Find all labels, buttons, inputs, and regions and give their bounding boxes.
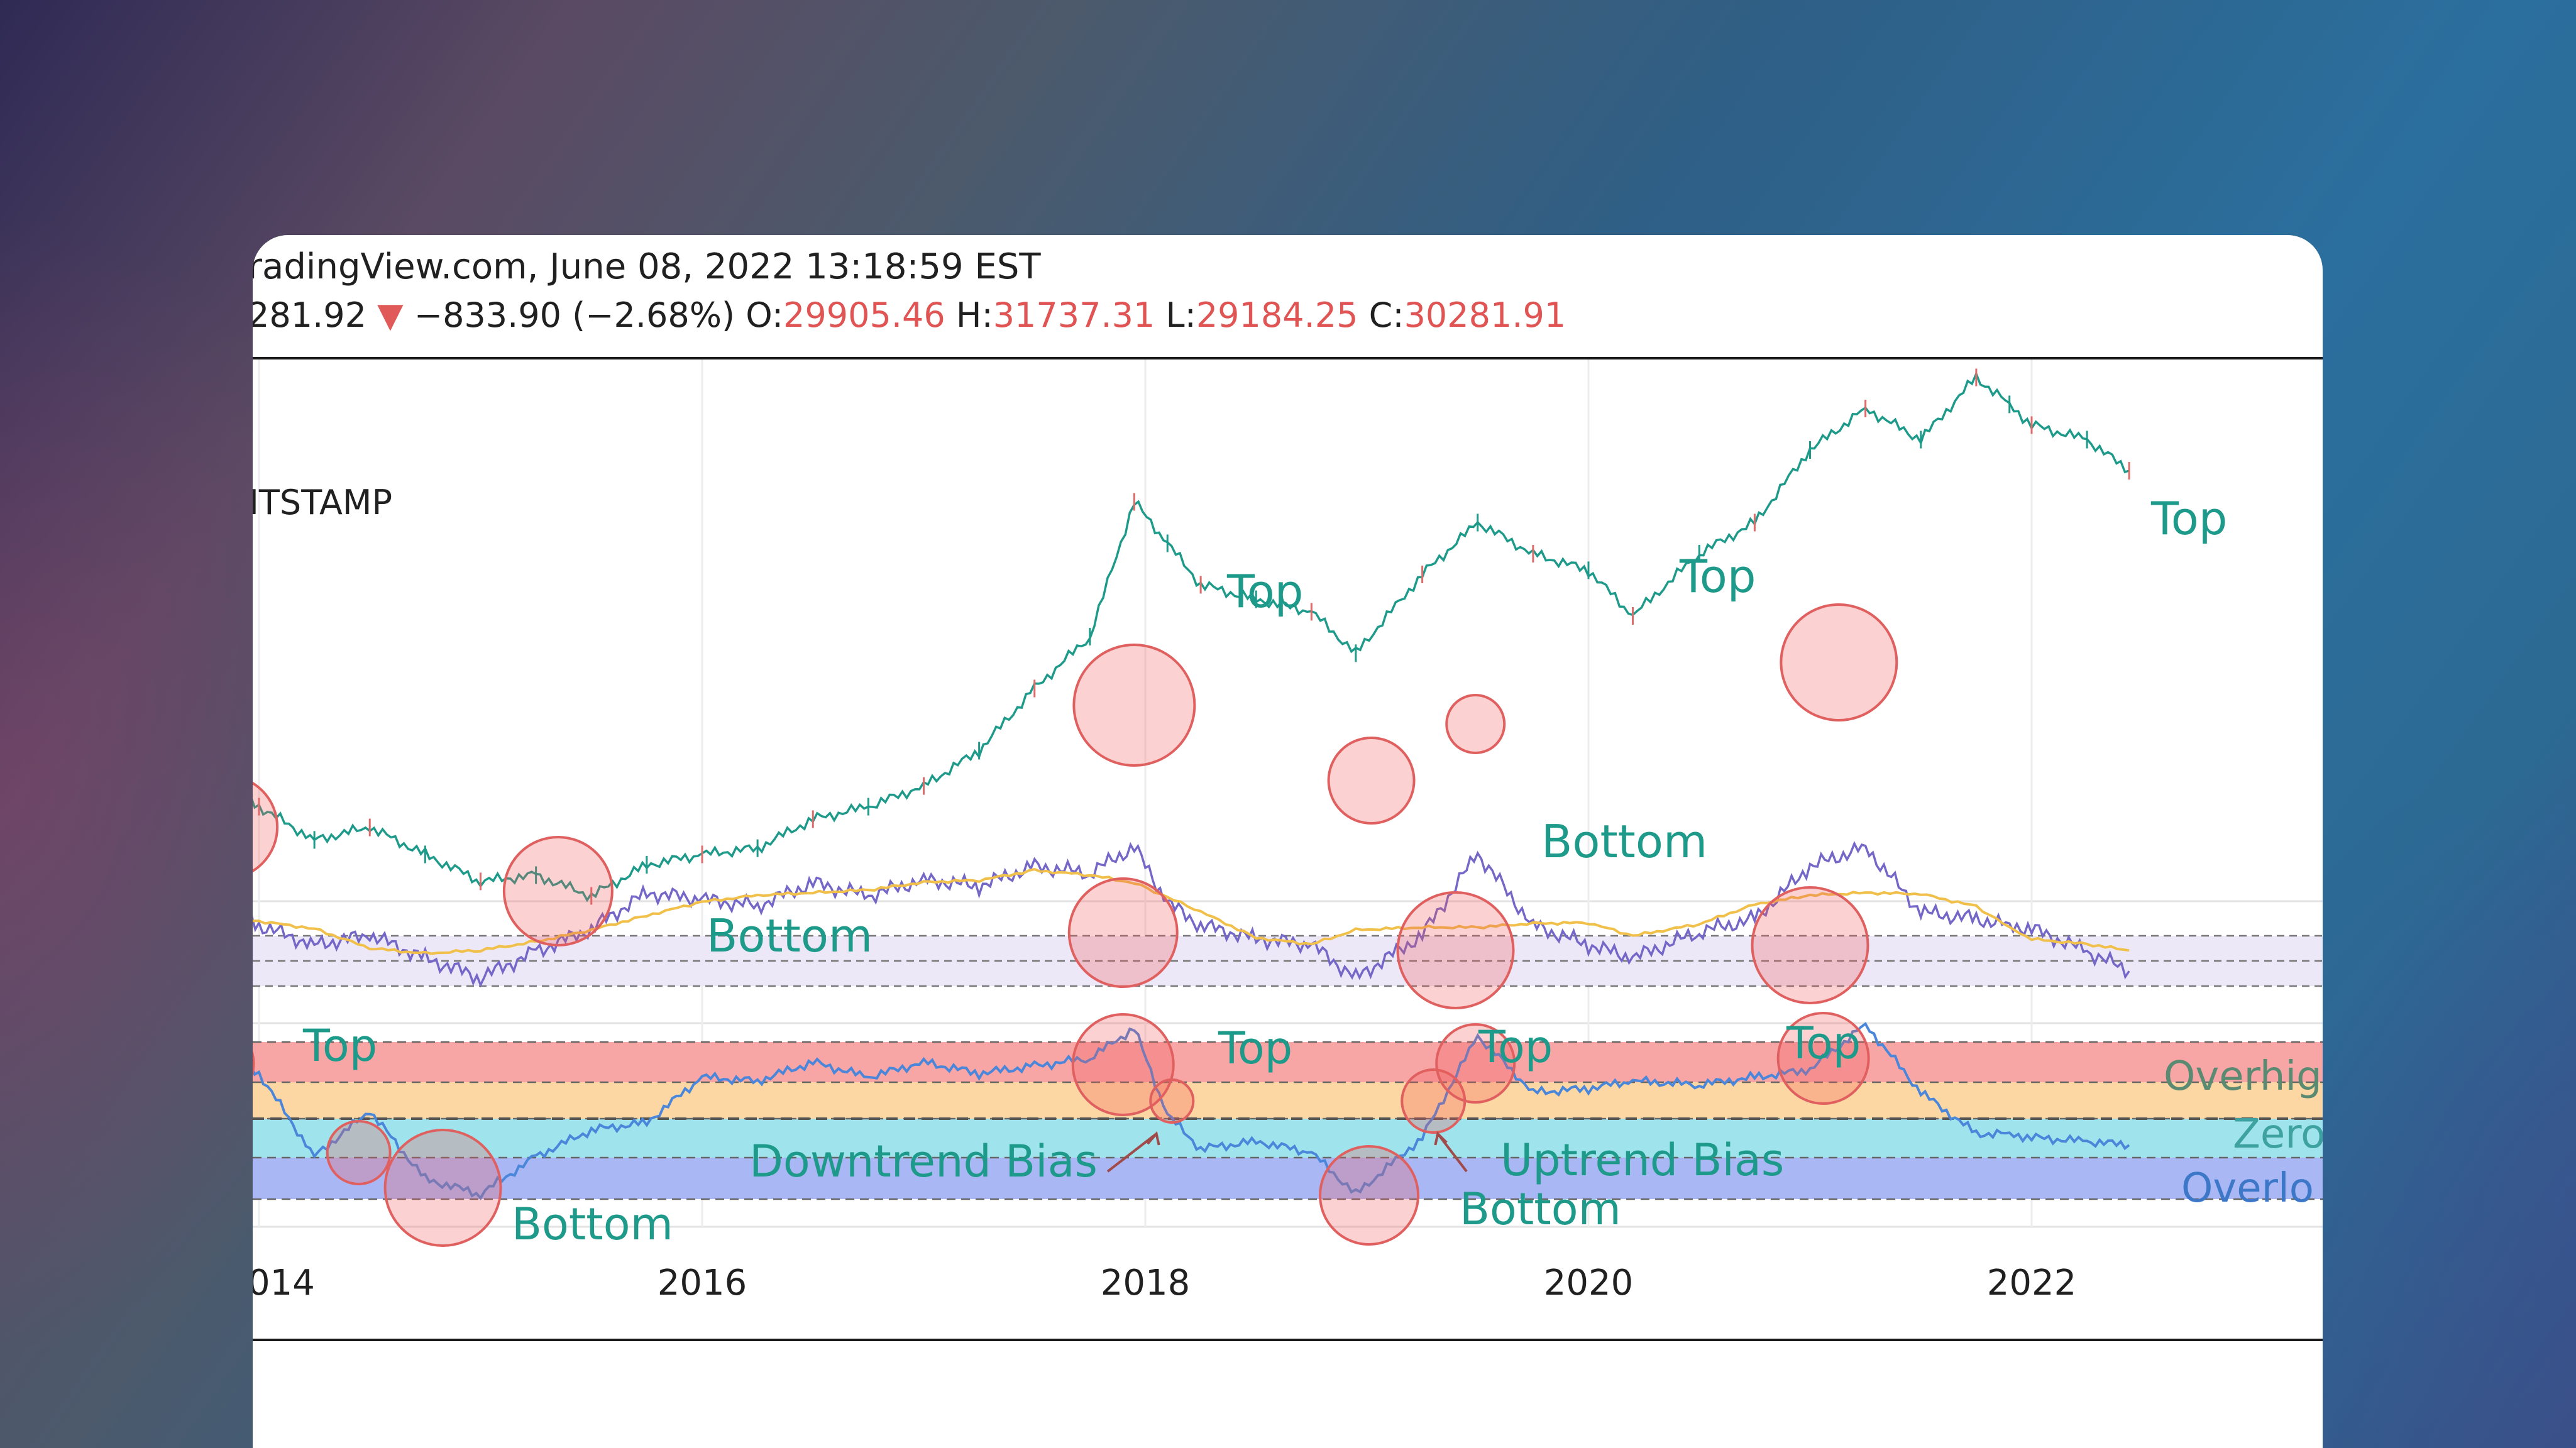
low-value: 29184.25 — [1196, 295, 1358, 335]
osc-cross-circle — [1149, 1078, 1195, 1124]
downtrend-bias-label: Downtrend Bias — [749, 1136, 1098, 1187]
high-value: 31737.31 — [993, 295, 1155, 335]
osc-top-label: Top — [1786, 1017, 1861, 1069]
source-timestamp: radingView.com, June 08, 2022 13:18:59 E… — [253, 246, 1041, 287]
top-circle-price — [1780, 603, 1898, 721]
band-oversold — [253, 1158, 2323, 1199]
rsi-circle — [1751, 886, 1869, 1004]
top-label: Top — [2150, 492, 2228, 545]
osc-bottom-circle — [1319, 1145, 1420, 1246]
close-value: 30281.91 — [1404, 295, 1566, 335]
osc-top-label: Top — [1478, 1021, 1553, 1073]
osc-top-circle — [1776, 1012, 1870, 1105]
ohlc-row: 281.92 ▼ −833.90 (−2.68%) O:29905.46 H:3… — [253, 295, 1566, 335]
open-label: O: — [746, 295, 784, 335]
last-price: 281.92 — [253, 295, 366, 335]
osc-bottom-label: Bottom — [1460, 1183, 1621, 1235]
chart-bottom-border — [253, 1339, 2323, 1341]
axis-layer: 014 2016 2018 2020 2022 — [253, 1263, 2076, 1303]
osc-top-circle — [1435, 1023, 1516, 1104]
change-arrow-icon: ▼ — [377, 295, 404, 335]
band-warm — [253, 1082, 2323, 1119]
high-label: H: — [955, 295, 993, 335]
rsi-ma-series — [253, 868, 2130, 955]
annotation-layer: ITSTAMP Top Top Top Bottom Bottom Top Top Top Top… — [253, 483, 2323, 1250]
uptrend-arrow — [1434, 1131, 1468, 1173]
band-label-overheated: Overhig — [2164, 1053, 2322, 1100]
top-circle-price — [1072, 644, 1196, 767]
chart-header: radingView.com, June 08, 2022 13:18:59 E… — [253, 235, 2323, 359]
x-tick-label: 2016 — [658, 1263, 747, 1303]
uptrend-bias-label: Uptrend Bias — [1500, 1134, 1784, 1186]
band-overheated — [253, 1042, 2323, 1082]
close-label: C: — [1368, 295, 1404, 335]
oscillator-series — [253, 1022, 2130, 1200]
x-tick-label: 2020 — [1544, 1263, 1634, 1303]
x-tick-label: 2022 — [1987, 1263, 2077, 1303]
downtrend-arrow — [1106, 1131, 1160, 1173]
rsi-circle — [1067, 877, 1179, 988]
chart-svg: ITSTAMP Top Top Top Bottom Bottom Top Top Top Top… — [253, 359, 2323, 1303]
band-label-oversold: Overlo — [2181, 1165, 2314, 1212]
bottom-label: Bottom — [707, 909, 872, 962]
rsi-circle — [1396, 891, 1515, 1009]
x-tick-label: 014 — [253, 1263, 315, 1303]
low-label: L: — [1165, 295, 1196, 335]
band-label-zero: Zero — [2233, 1111, 2323, 1158]
osc-top-label: Top — [302, 1020, 377, 1072]
bottom-label: Bottom — [1541, 815, 1707, 868]
osc-bottom-circle — [326, 1120, 392, 1185]
price-change: −833.90 (−2.68%) — [414, 295, 735, 335]
top-label: Top — [1679, 550, 1756, 603]
bottom-circle-price — [1327, 737, 1416, 825]
open-value: 29905.46 — [783, 295, 945, 335]
band-neutral — [253, 1119, 2323, 1158]
band-layer — [253, 935, 2323, 1200]
x-tick-label: 2018 — [1101, 1263, 1191, 1303]
top-circle-price — [1445, 694, 1506, 754]
osc-bottom-circle — [383, 1129, 502, 1247]
symbol-label: ITSTAMP — [253, 483, 392, 522]
osc-top-label: Top — [1218, 1023, 1292, 1074]
osc-top-circle — [1071, 1013, 1175, 1116]
bottom-circle-price — [502, 836, 614, 946]
top-circle-price — [253, 781, 279, 873]
osc-top-circle — [253, 1050, 255, 1077]
chart-card: radingView.com, June 08, 2022 13:18:59 E… — [253, 235, 2323, 1448]
top-label: Top — [1226, 565, 1304, 618]
osc-bottom-label: Bottom — [512, 1198, 673, 1250]
